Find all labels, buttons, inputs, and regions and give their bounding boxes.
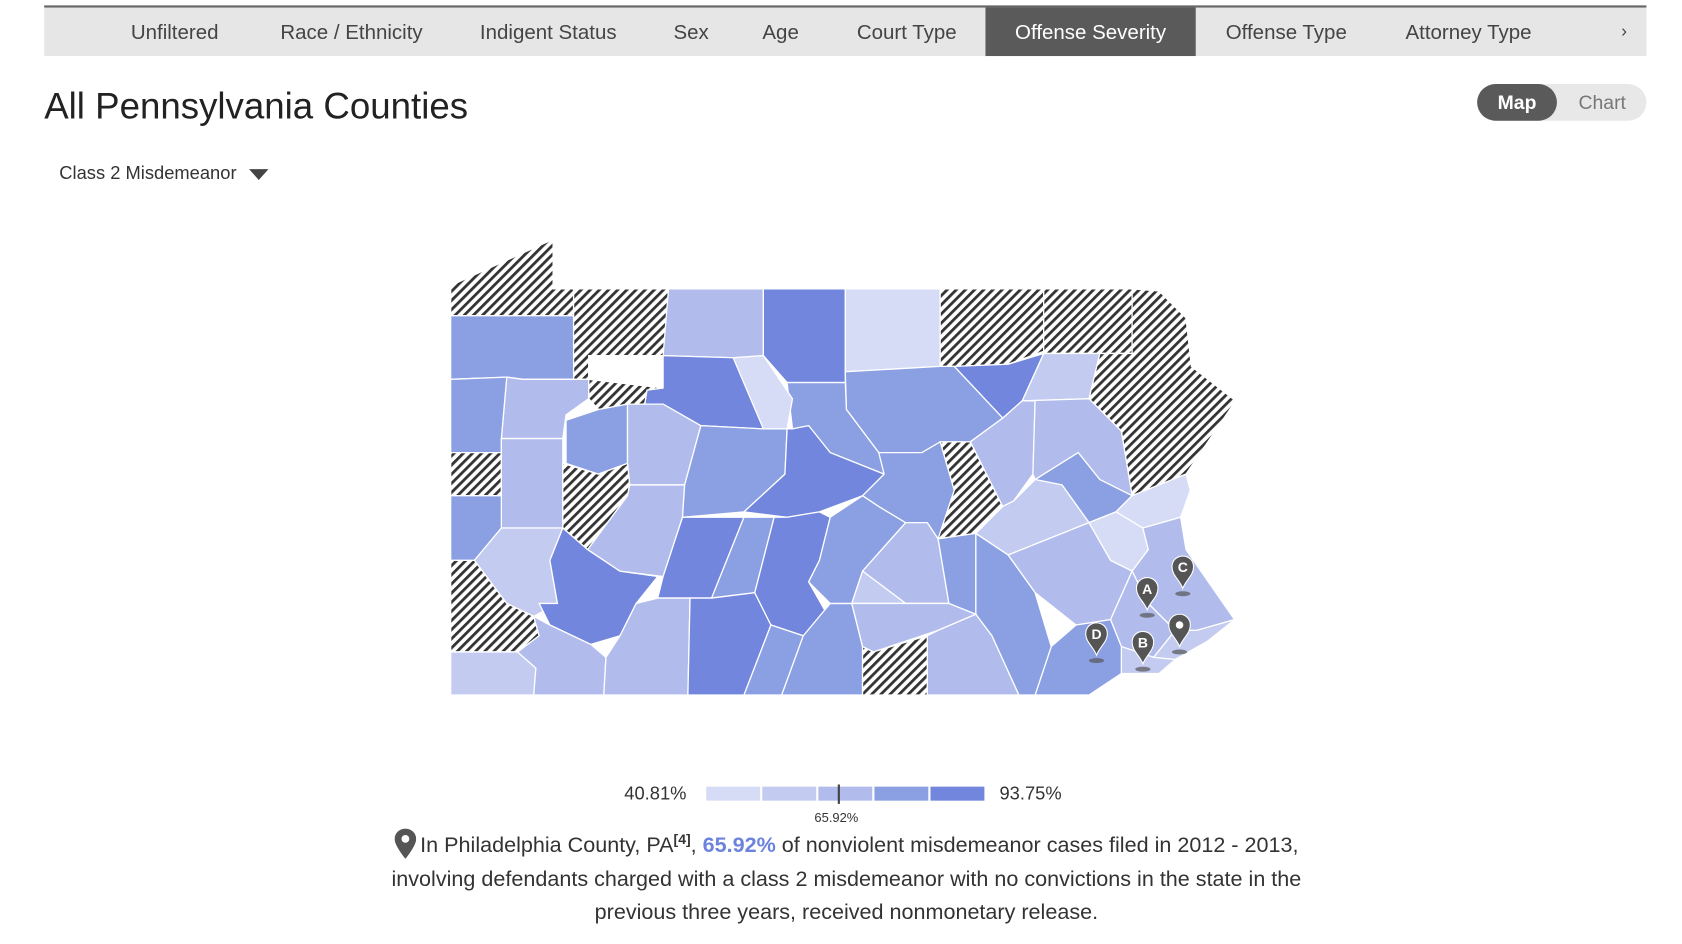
tab-court-type[interactable]: Court Type [856, 21, 957, 45]
map-pin-c[interactable]: C [1171, 555, 1195, 597]
pennsylvania-county-map: A B C D [450, 238, 1237, 696]
legend-max-label: 93.75% [999, 783, 1062, 804]
tab-offense-type[interactable]: Offense Type [1225, 21, 1347, 45]
county-no-data[interactable] [572, 288, 670, 380]
offense-severity-dropdown[interactable]: Class 2 Misdemeanor [59, 163, 269, 185]
tab-race-ethnicity[interactable]: Race / Ethnicity [280, 21, 423, 45]
tab-unfiltered[interactable]: Unfiltered [130, 21, 219, 45]
county-no-data[interactable] [450, 238, 575, 317]
map-pin-selected[interactable] [1168, 613, 1191, 655]
page-title: All Pennsylvania Counties [44, 86, 469, 128]
highlight-percent: 65.92% [702, 833, 776, 858]
category-tab-bar: Unfiltered Race / Ethnicity Indigent Sta… [44, 5, 1647, 57]
chart-view-button[interactable]: Chart [1578, 91, 1626, 114]
map-pin-icon [394, 828, 416, 859]
county[interactable] [516, 615, 607, 696]
dropdown-selected-value: Class 2 Misdemeanor [59, 162, 237, 184]
county[interactable] [762, 288, 846, 384]
caret-down-icon [249, 168, 269, 180]
map-view-button[interactable]: Map [1477, 84, 1557, 121]
map-pin-label: A [1142, 581, 1152, 597]
map-pin-d[interactable]: D [1085, 622, 1108, 664]
legend-swatch-1 [706, 786, 761, 801]
summary-body: of nonviolent misdemeanor cases filed in… [391, 833, 1302, 925]
county[interactable] [500, 437, 564, 529]
view-toggle: Map Chart [1477, 84, 1647, 121]
chevron-right-icon[interactable]: › [1621, 22, 1628, 41]
county-name: In Philadelphia County, PA [420, 833, 674, 858]
legend-swatch-5 [930, 786, 985, 801]
tab-indigent-status[interactable]: Indigent Status [479, 21, 617, 45]
county[interactable] [662, 288, 765, 359]
comma: , [690, 833, 697, 858]
county[interactable] [844, 288, 941, 373]
legend-swatch-2 [762, 786, 817, 801]
tab-attorney-type[interactable]: Attorney Type [1405, 21, 1532, 45]
county-no-data[interactable] [450, 451, 503, 497]
legend-swatch-3 [818, 786, 873, 801]
legend-min-label: 40.81% [624, 783, 687, 804]
legend-marker [838, 784, 840, 804]
county[interactable] [603, 597, 691, 696]
county-no-data[interactable] [939, 288, 1045, 368]
summary-text: In Philadelphia County, PA[4], 65.92% of… [356, 822, 1337, 929]
map-pin-b[interactable]: B [1131, 630, 1155, 672]
county-no-data[interactable] [1043, 288, 1133, 355]
map-pin-label: B [1138, 635, 1148, 651]
map-pin-a[interactable]: A [1135, 577, 1159, 618]
county-no-data[interactable] [861, 634, 928, 696]
county[interactable] [450, 376, 508, 454]
county[interactable] [450, 315, 590, 380]
footnote-link[interactable]: [4] [673, 830, 691, 847]
tab-age[interactable]: Age [762, 21, 799, 45]
county[interactable] [565, 403, 629, 475]
map-pin-label: D [1091, 626, 1101, 642]
county[interactable] [450, 651, 537, 696]
map-pin-label: C [1178, 559, 1188, 575]
legend-swatch-4 [874, 786, 929, 801]
legend-marker-label: 65.92% [814, 810, 859, 826]
tab-sex[interactable]: Sex [673, 21, 709, 45]
tab-offense-severity[interactable]: Offense Severity [985, 7, 1196, 57]
